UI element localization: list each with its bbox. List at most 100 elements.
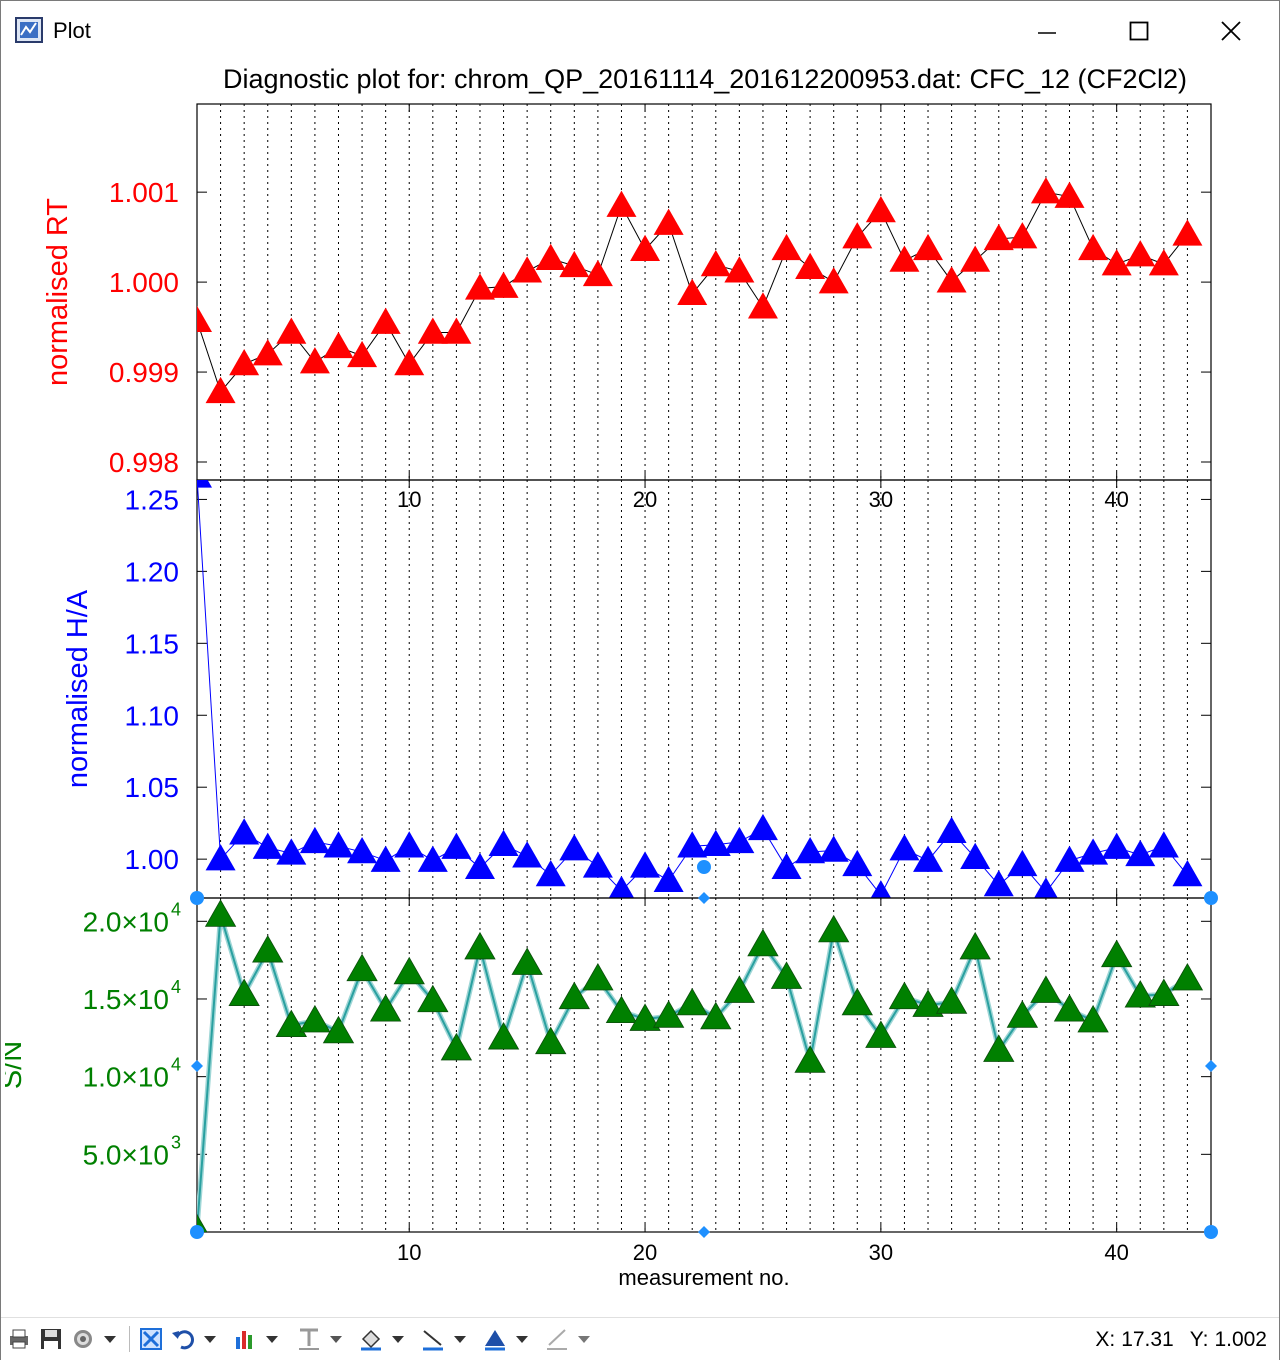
- rt-data-point: [936, 266, 967, 293]
- rt-data-point: [488, 271, 519, 298]
- dropdown-icon: [204, 1336, 216, 1343]
- undo-dropdown[interactable]: [203, 1324, 217, 1354]
- diagnostic-plot[interactable]: Diagnostic plot for: chrom_QP_20161114_2…: [5, 61, 1275, 1317]
- ha-data-point: [370, 845, 401, 872]
- sn-data-point: [440, 1032, 473, 1061]
- close-button[interactable]: [1185, 1, 1277, 61]
- rt-data-point: [535, 243, 566, 270]
- ha-data-point: [394, 831, 425, 858]
- rt-y-tick-label: 1.000: [109, 267, 179, 298]
- rt-data-point: [960, 245, 991, 272]
- settings-icon: [74, 1330, 92, 1348]
- text-tool-icon: [299, 1328, 319, 1350]
- chart-type-dropdown[interactable]: [265, 1324, 279, 1354]
- selection-handle-diamond: [1205, 1060, 1217, 1072]
- ha-data-point: [724, 826, 755, 854]
- pen-tool-dropdown[interactable]: [577, 1324, 591, 1354]
- fill-tool-button[interactable]: [359, 1324, 383, 1354]
- rt-y-tick-label: 1.001: [109, 177, 179, 208]
- line-tool-icon: [423, 1330, 443, 1351]
- rt-data-point: [582, 259, 613, 287]
- sn-data-point: [700, 1001, 732, 1030]
- sn-x-tick-label: 30: [869, 1240, 893, 1265]
- settings-dropdown[interactable]: [103, 1324, 117, 1354]
- rt-data-point: [1030, 177, 1061, 204]
- chart-type-button[interactable]: [233, 1324, 257, 1354]
- ha-data-point: [276, 838, 307, 865]
- print-icon: [10, 1329, 28, 1349]
- rt-data-point: [205, 376, 236, 404]
- ha-x-tick-label: 40: [1104, 487, 1128, 512]
- marker-tool-button[interactable]: [483, 1324, 507, 1354]
- x-coordinate-value: 17.31: [1121, 1328, 1174, 1351]
- selection-handle: [1204, 891, 1218, 905]
- rt-data-point: [842, 222, 873, 249]
- rt-data-point: [347, 340, 378, 368]
- rt-y-tick-label: 0.998: [109, 447, 179, 478]
- sn-data-point: [652, 1000, 685, 1028]
- rt-data-point: [653, 208, 684, 235]
- ha-data-point: [1034, 877, 1058, 898]
- marker-tool-dropdown[interactable]: [515, 1324, 529, 1354]
- ha-data-point: [983, 870, 1014, 897]
- ha-data-point: [512, 841, 543, 868]
- save-icon: [41, 1329, 61, 1349]
- ha-data-point: [229, 818, 260, 845]
- sn-data-point: [794, 1045, 826, 1073]
- maximize-button[interactable]: [1093, 1, 1185, 61]
- text-tool-button[interactable]: [297, 1324, 321, 1354]
- dropdown-icon: [266, 1336, 278, 1343]
- text-tool-dropdown[interactable]: [329, 1324, 343, 1354]
- selection-handle: [190, 891, 204, 905]
- sn-data-point: [1030, 975, 1062, 1003]
- ha-data-point: [913, 845, 944, 872]
- print-button[interactable]: [7, 1324, 31, 1354]
- rt-data-point: [370, 307, 401, 334]
- settings-button[interactable]: [71, 1324, 95, 1354]
- plot-area[interactable]: Diagnostic plot for: chrom_QP_20161114_2…: [5, 61, 1275, 1317]
- sn-y-tick-label: 5.0×10: [83, 1139, 169, 1170]
- close-icon: [1221, 21, 1241, 41]
- line-tool-button[interactable]: [421, 1324, 445, 1354]
- fill-tool-dropdown[interactable]: [391, 1324, 405, 1354]
- sn-x-tick-label: 20: [633, 1240, 657, 1265]
- minimize-button[interactable]: [1001, 1, 1093, 61]
- sn-data-point: [511, 947, 543, 975]
- ha-data-point: [1172, 859, 1203, 887]
- dropdown-icon: [330, 1336, 342, 1343]
- window-title: Plot: [53, 18, 91, 43]
- ha-data-point: [1148, 831, 1179, 858]
- rt-data-point: [747, 292, 778, 319]
- sn-x-tick-label: 10: [397, 1240, 421, 1265]
- rt-data-point: [795, 252, 826, 279]
- rt-data-point: [276, 317, 307, 344]
- marker-tool-icon: [485, 1330, 505, 1351]
- rt-data-point: [818, 267, 849, 294]
- cursor-coordinates: X: 17.31 Y: 1.002: [1089, 1328, 1267, 1352]
- sn-data-point: [629, 1003, 661, 1031]
- selection-handle: [1204, 1225, 1218, 1239]
- selection-handle: [697, 860, 711, 874]
- selection-handle-diamond: [698, 892, 710, 904]
- rt-data-point: [512, 256, 543, 283]
- ha-data-point: [936, 816, 967, 844]
- undo-button[interactable]: [171, 1324, 195, 1354]
- dropdown-icon: [454, 1336, 466, 1343]
- ha-data-point: [795, 836, 826, 864]
- line-tool-dropdown[interactable]: [453, 1324, 467, 1354]
- ha-x-tick-label: 10: [397, 487, 421, 512]
- sn-y-tick-label: 1.5×10: [83, 984, 169, 1015]
- sn-panel-frame: [196, 897, 1212, 1233]
- pen-tool-button[interactable]: [545, 1324, 569, 1354]
- ha-data-point: [205, 844, 236, 871]
- selection-handle-diamond: [698, 1226, 710, 1238]
- save-button[interactable]: [39, 1324, 63, 1354]
- zoom-fit-button[interactable]: [139, 1324, 163, 1354]
- fill-tool-icon: [361, 1329, 381, 1351]
- zoom-fit-icon: [140, 1328, 162, 1350]
- ha-panel-frame: [196, 479, 1212, 899]
- sn-y-axis-label: S/N: [5, 1041, 28, 1089]
- sn-data-point: [888, 981, 921, 1010]
- rt-data-point: [1101, 249, 1132, 276]
